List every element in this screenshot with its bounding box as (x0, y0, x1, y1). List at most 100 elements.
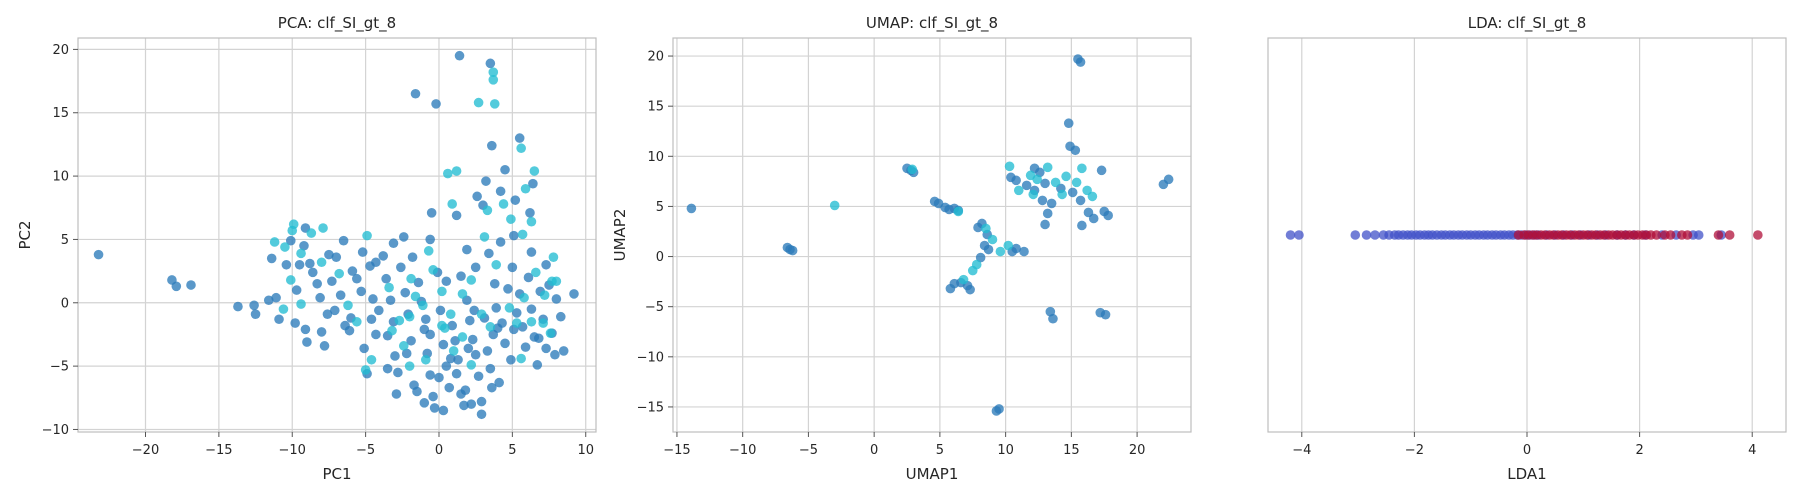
umap-point (1077, 220, 1087, 231)
pca-point (329, 305, 340, 316)
pca-point (545, 328, 556, 338)
pca-point (438, 405, 449, 416)
pca-point (398, 341, 409, 351)
lda-point (1370, 230, 1380, 240)
lda-point (1665, 230, 1676, 240)
umap-point (1003, 240, 1014, 251)
umap-point (971, 259, 982, 270)
pca-point (444, 382, 455, 393)
pca-point (485, 363, 496, 374)
pca-point (466, 399, 477, 409)
pca-point (378, 251, 389, 261)
pca-point (538, 318, 548, 328)
pca-point (300, 324, 311, 335)
umap-x-tick-label: −10 (729, 443, 756, 458)
umap-x-tick-label: 20 (1129, 443, 1146, 458)
umap-y-tick-label: −10 (637, 350, 664, 365)
umap-point (1046, 198, 1057, 209)
pca-point (510, 195, 521, 205)
pca-point (290, 318, 300, 328)
pca-point (306, 228, 317, 238)
pca-point (551, 294, 562, 304)
pca-point (450, 335, 460, 346)
pca-point (463, 343, 474, 354)
umap-x-tick-label: −15 (663, 443, 690, 458)
umap-point (953, 206, 964, 217)
lda-title: LDA: clf_SI_gt_8 (1468, 14, 1587, 33)
lda-x-tick-label: 2 (1635, 443, 1643, 458)
pca-point (451, 166, 462, 176)
umap-point (987, 234, 998, 245)
pca-point (394, 315, 405, 326)
pca-point (451, 210, 462, 221)
pca-y-ticks: −10 −5 0 5 10 15 20 (42, 43, 78, 438)
lda-x-tick-label: −2 (1405, 443, 1424, 458)
pca-point (519, 292, 529, 303)
umap-point (1040, 219, 1050, 230)
pca-point (396, 262, 406, 273)
umap-point (981, 223, 991, 234)
umap-x-tick-label: 10 (997, 443, 1014, 458)
pca-point (555, 311, 566, 322)
umap-point (1037, 195, 1048, 206)
pca-point (404, 311, 415, 322)
pca-point (469, 305, 480, 316)
pca-point (476, 396, 487, 407)
pca-point (453, 354, 463, 365)
pca-point (485, 58, 496, 69)
pca-point (390, 351, 400, 361)
umap-title: UMAP: clf_SI_gt_8 (866, 14, 998, 33)
pca-point (550, 349, 560, 360)
pca-point (400, 287, 411, 298)
pca-point (316, 257, 327, 268)
lda-point (1713, 230, 1724, 240)
pca-point (437, 320, 447, 331)
pca-point (514, 133, 525, 143)
pca-point (437, 286, 447, 297)
pca-point (473, 371, 484, 382)
pca-point (410, 88, 421, 99)
umap-x-tick-label: 15 (1063, 443, 1080, 458)
pca-point (263, 295, 274, 306)
umap-point (975, 252, 986, 263)
umap-point (1075, 57, 1086, 67)
pca-point (447, 320, 457, 331)
pca-point (305, 258, 315, 269)
pca-point (460, 385, 471, 395)
umap-point (1063, 118, 1074, 129)
umap-point (1100, 309, 1111, 320)
pca-point (456, 271, 466, 281)
pca-y-tick-label: 0 (61, 296, 69, 311)
pca-point (335, 290, 346, 300)
pca-point (487, 140, 497, 151)
pca-x-tick-label: −5 (356, 443, 375, 458)
pca-x-tick-label: 10 (577, 443, 594, 458)
pca-point (426, 208, 437, 218)
lda-point (1753, 230, 1763, 240)
pca-point (531, 267, 541, 278)
pca-point (495, 186, 506, 197)
pca-point (274, 314, 284, 325)
pca-point (541, 343, 551, 354)
pca-x-tick-label: −20 (132, 443, 159, 458)
pca-point (441, 361, 452, 371)
umap-point (1011, 175, 1021, 186)
umap-x-tick-label: 5 (936, 443, 944, 458)
pca-point (280, 242, 290, 252)
umap-point (1057, 189, 1067, 200)
pca-x-tick-label: 5 (508, 443, 516, 458)
pca-point (466, 360, 477, 370)
lda-point (1350, 230, 1361, 240)
pca-point (428, 391, 438, 402)
pca-point (438, 339, 449, 350)
lda-point (1724, 230, 1735, 240)
pca-point (315, 292, 325, 303)
pca-point (434, 372, 444, 383)
umap-point (1013, 185, 1024, 196)
lda-panel: −4 −2 0 2 4 LDA: clf_SI_gt_8 LDA1 (1267, 14, 1787, 483)
pca-point (352, 273, 362, 284)
pca-point (454, 50, 465, 61)
pca-point (406, 273, 416, 284)
lda-x-tick-label: 4 (1748, 443, 1756, 458)
